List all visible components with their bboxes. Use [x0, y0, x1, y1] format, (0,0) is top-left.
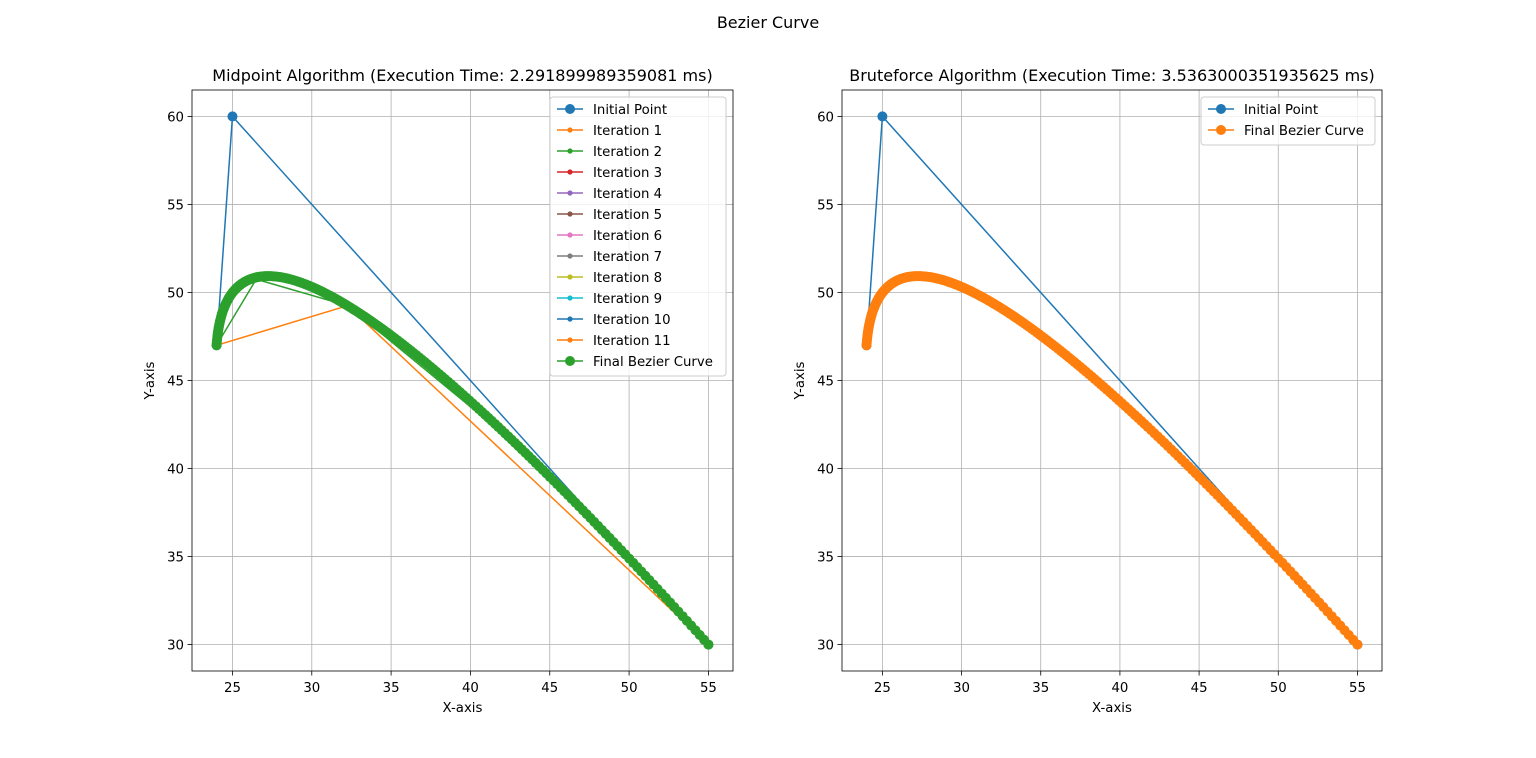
data-point	[877, 111, 888, 122]
x-tick-label: 50	[621, 681, 638, 696]
legend: Initial Point Iteration 1 Iteration 2 Itera…	[549, 96, 727, 377]
chart-panel-2: Bruteforce Algorithm (Execution Time: 3.…	[793, 66, 1383, 716]
y-tick-label: 30	[817, 639, 834, 654]
legend-item: Initial Point	[1208, 103, 1318, 118]
legend-marker	[567, 190, 573, 196]
x-tick-label: 30	[303, 681, 320, 696]
legend-box	[1200, 96, 1376, 146]
legend-item: Final Bezier Curve	[1208, 124, 1364, 139]
figure-suptitle: Bezier Curve	[717, 13, 819, 32]
y-tick-label: 55	[167, 198, 184, 213]
legend-label: Iteration 8	[593, 271, 662, 286]
x-tick-label: 40	[462, 681, 479, 696]
x-tick-label: 50	[1270, 681, 1287, 696]
y-tick-label: 40	[167, 463, 184, 478]
x-tick-label: 55	[1349, 681, 1366, 696]
x-tick-label: 25	[224, 681, 241, 696]
panel-title: Bruteforce Algorithm (Execution Time: 3.…	[849, 66, 1375, 85]
legend-label: Iteration 2	[593, 145, 662, 160]
legend-label: Iteration 5	[593, 208, 662, 223]
legend-marker	[567, 337, 573, 343]
y-tick-label: 45	[167, 375, 184, 390]
series-final-bezier-curve	[211, 271, 714, 650]
legend-item: Iteration 5	[557, 208, 662, 223]
x-tick-label: 45	[541, 681, 558, 696]
plot-area	[211, 111, 714, 650]
axes-frame	[191, 89, 734, 672]
legend-marker	[567, 148, 573, 154]
legend-marker	[1216, 104, 1226, 114]
legend-label: Iteration 7	[593, 250, 662, 265]
x-tick-label: 45	[1191, 681, 1208, 696]
y-tick-label: 45	[817, 375, 834, 390]
legend-marker	[567, 295, 573, 301]
legend-item: Final Bezier Curve	[557, 355, 713, 370]
legend-marker	[567, 316, 573, 322]
x-axis-label: X-axis	[443, 701, 483, 716]
legend-label: Iteration 3	[593, 166, 662, 181]
x-tick-label: 30	[953, 681, 970, 696]
plot-area	[861, 111, 1363, 650]
data-point	[1352, 639, 1363, 650]
legend: Initial Point Final Bezier Curve	[1200, 96, 1376, 146]
legend-item: Iteration 2	[557, 145, 662, 160]
legend-item: Iteration 10	[557, 313, 671, 328]
y-tick-label: 60	[817, 110, 834, 125]
legend-marker	[565, 356, 575, 366]
y-tick-label: 30	[167, 639, 184, 654]
y-axis-label: Y-axis	[143, 361, 158, 400]
legend-marker	[567, 232, 573, 238]
axes-frame	[841, 89, 1383, 672]
y-tick-label: 40	[817, 463, 834, 478]
y-axis-label: Y-axis	[793, 361, 808, 400]
panel-title: Midpoint Algorithm (Execution Time: 2.29…	[212, 66, 712, 85]
panels: Midpoint Algorithm (Execution Time: 2.29…	[143, 66, 1383, 716]
legend-label: Initial Point	[593, 103, 667, 118]
x-tick-label: 35	[383, 681, 400, 696]
legend-marker	[567, 127, 573, 133]
x-tick-label: 55	[700, 681, 717, 696]
x-tick-label: 40	[1111, 681, 1128, 696]
y-tick-label: 35	[167, 551, 184, 566]
legend-label: Iteration 9	[593, 292, 662, 307]
legend-item: Iteration 6	[557, 229, 662, 244]
legend-item: Iteration 4	[557, 187, 662, 202]
legend-item: Iteration 3	[557, 166, 662, 181]
legend-item: Iteration 8	[557, 271, 662, 286]
y-tick-label: 50	[817, 286, 834, 301]
legend-item: Initial Point	[557, 103, 667, 118]
legend-label: Iteration 10	[593, 313, 671, 328]
legend-marker	[1216, 125, 1226, 135]
y-tick-label: 55	[817, 198, 834, 213]
legend-item: Iteration 11	[557, 334, 671, 349]
x-axis-label: X-axis	[1092, 701, 1132, 716]
legend-marker	[567, 274, 573, 280]
y-tick-label: 35	[817, 551, 834, 566]
legend-marker	[565, 104, 575, 114]
y-tick-label: 60	[167, 110, 184, 125]
y-tick-label: 50	[167, 286, 184, 301]
legend-label: Initial Point	[1244, 103, 1318, 118]
legend-item: Iteration 7	[557, 250, 662, 265]
legend-label: Iteration 4	[593, 187, 662, 202]
legend-item: Iteration 9	[557, 292, 662, 307]
data-point	[703, 639, 714, 650]
x-tick-label: 25	[874, 681, 891, 696]
legend-label: Iteration 6	[593, 229, 662, 244]
legend-item: Iteration 1	[557, 124, 662, 139]
chart-panel-1: Midpoint Algorithm (Execution Time: 2.29…	[143, 66, 734, 716]
x-tick-label: 35	[1032, 681, 1049, 696]
data-point	[227, 111, 238, 122]
legend-label: Final Bezier Curve	[1244, 124, 1364, 139]
legend-box	[549, 96, 727, 377]
legend-marker	[567, 253, 573, 259]
legend-marker	[567, 169, 573, 175]
series-final-bezier-curve	[861, 271, 1363, 650]
legend-label: Iteration 1	[593, 124, 662, 139]
legend-marker	[567, 211, 573, 217]
legend-label: Final Bezier Curve	[593, 355, 713, 370]
legend-label: Iteration 11	[593, 334, 671, 349]
